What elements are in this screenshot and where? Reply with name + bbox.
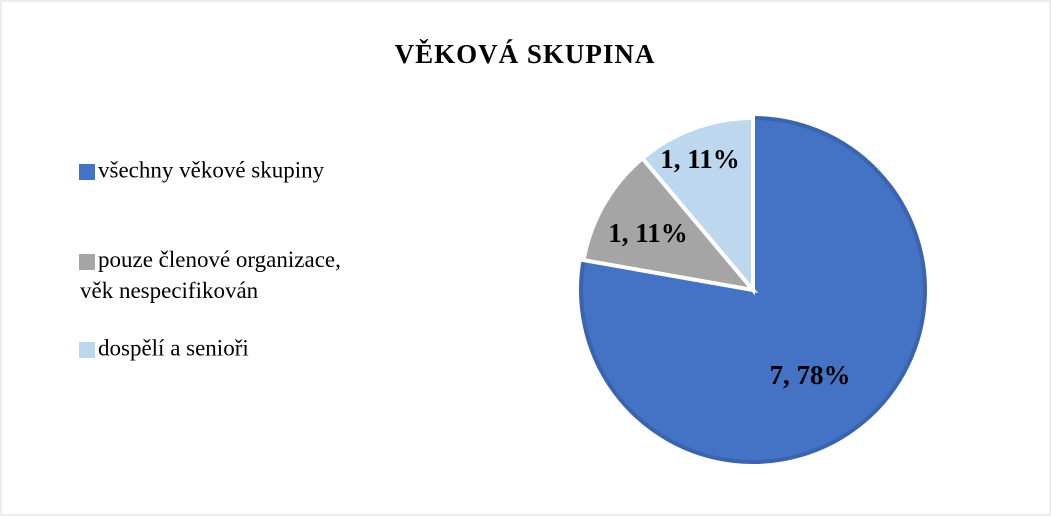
legend-line: pouze členové organizace, xyxy=(98,247,341,272)
legend-line: věk nespecifikován xyxy=(80,278,259,303)
chart-title: VĚKOVÁ SKUPINA xyxy=(395,39,656,69)
data-label: 1, 11% xyxy=(608,218,688,248)
pie-slice xyxy=(581,155,759,293)
legend-label: pouze členové organizace, věk nespecifiko… xyxy=(80,247,341,303)
pie-slice xyxy=(639,115,755,296)
legend-swatch xyxy=(79,254,95,270)
data-label: 7, 78% xyxy=(770,360,851,390)
legend-swatch xyxy=(79,164,95,180)
legend-swatch xyxy=(79,342,95,358)
legend-label: všechny věkové skupiny xyxy=(98,157,325,182)
legend-label: dospělí a senioři xyxy=(98,335,249,360)
data-label: 1, 11% xyxy=(660,144,740,174)
